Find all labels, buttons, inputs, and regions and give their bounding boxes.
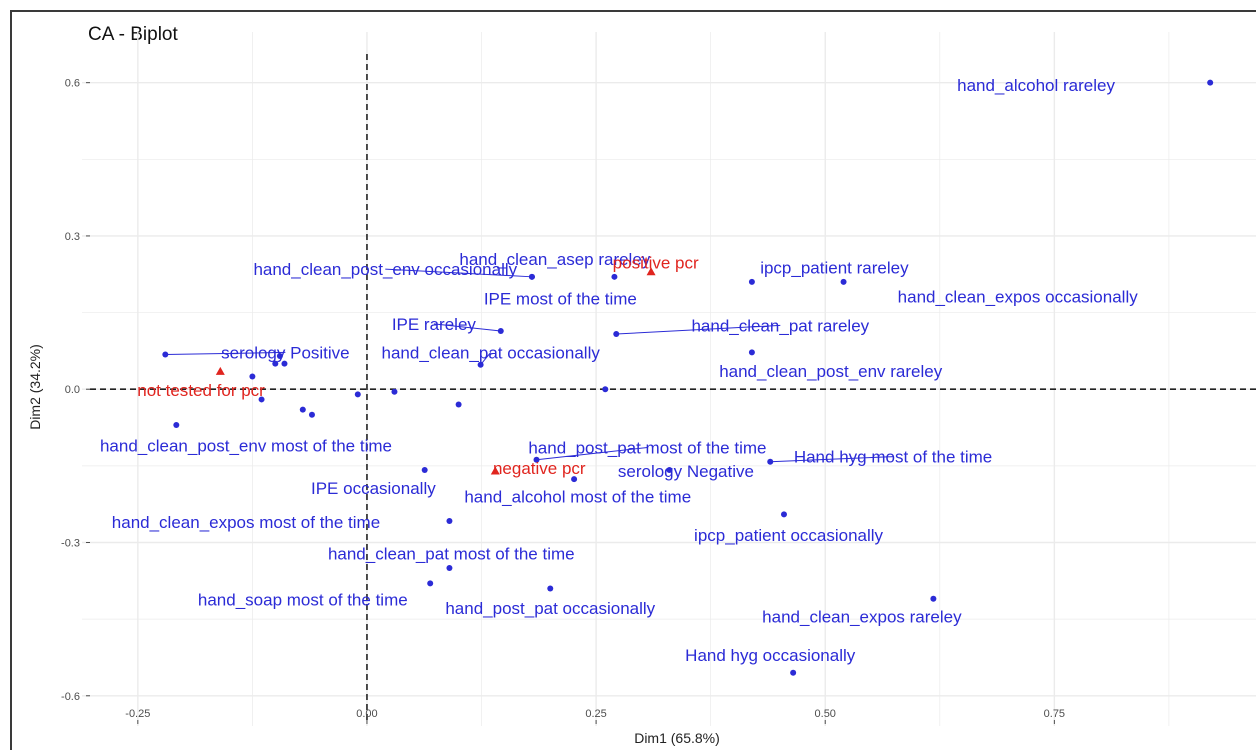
column-leader-line (616, 324, 781, 335)
x-tick-label: 0.75 (1044, 708, 1065, 720)
column-point (421, 466, 428, 473)
column-point-label: ipcp_patient occasionally (694, 526, 884, 545)
column-point (258, 396, 265, 403)
column-point-label: IPE most of the time (484, 289, 637, 308)
column-point (477, 361, 484, 368)
column-point (602, 386, 609, 393)
column-point-label: ipcp_patient rareley (760, 259, 909, 278)
column-point-label: IPE rareley (392, 315, 477, 334)
column-point-label: serology Positive (221, 343, 350, 362)
y-tick-label: 0.3 (65, 231, 80, 243)
column-point (162, 351, 169, 358)
point-labels-layer: hand_alcohol rareley hand_clean_post_env … (100, 76, 1138, 665)
column-point (840, 278, 847, 285)
column-leader-line (385, 268, 532, 278)
column-point-label: hand_clean_expos rareley (762, 608, 962, 627)
column-point (391, 388, 398, 395)
column-point-label: hand_clean_pat rareley (691, 316, 869, 335)
row-point-label: negative pcr (493, 459, 586, 478)
column-point (571, 476, 578, 483)
column-point (455, 401, 462, 408)
row-point-label: not tested for pcr (137, 381, 265, 400)
y-tick-label: 0.0 (65, 384, 80, 396)
column-point-label: Hand hyg occasionally (685, 646, 856, 665)
column-point-label: Hand hyg most of the time (794, 448, 992, 467)
column-point (299, 406, 306, 413)
x-tick-label: 0.00 (356, 708, 377, 720)
plot-border (10, 10, 1256, 750)
column-point (446, 518, 453, 525)
column-point (276, 353, 283, 360)
column-point-label: hand_alcohol most of the time (464, 488, 691, 507)
column-point (497, 327, 504, 334)
column-point (427, 580, 434, 587)
column-point (767, 458, 774, 465)
column-point (533, 456, 540, 463)
points-layer (162, 79, 1214, 676)
column-point (613, 331, 620, 338)
column-point (790, 669, 797, 676)
column-point (547, 585, 554, 592)
column-point (446, 565, 453, 572)
column-point-label: IPE occasionally (311, 479, 436, 498)
column-point (748, 349, 755, 356)
row-point (490, 466, 500, 475)
column-point (748, 278, 755, 285)
y-tick-label: 0.6 (65, 78, 80, 90)
axes-layer: -0.25 0.00 0.25 0.50 0.75 0.6 0.3 0.0 -0.3 -0.6 (61, 78, 1065, 724)
column-leader-line (536, 446, 648, 461)
column-point-label: hand_clean_expos occasionally (898, 288, 1139, 307)
column-point-label: hand_post_pat most of the time (528, 438, 766, 457)
column-point-label: hand_clean_post_env rareley (719, 362, 943, 381)
x-axis-title: Dim1 (65.8%) (634, 730, 720, 746)
x-tick-label: 0.25 (585, 708, 606, 720)
reference-lines (90, 54, 1256, 720)
column-point-label: hand_clean_pat occasionally (382, 343, 601, 362)
column-point (1207, 79, 1214, 86)
column-point-label: hand_clean_asep rareley (459, 250, 650, 269)
y-tick-label: -0.3 (61, 538, 80, 550)
row-point-label: positive pcr (613, 254, 699, 273)
column-point (611, 273, 618, 280)
column-leader-line (770, 456, 894, 463)
column-point-label: hand_alcohol rareley (957, 76, 1115, 95)
chart-title: CA - Biplot (88, 24, 178, 45)
column-point (930, 595, 937, 602)
column-point (780, 511, 787, 518)
column-point-label: hand_clean_post_env most of the time (100, 436, 392, 455)
y-tick-label: -0.6 (61, 691, 80, 703)
column-point (281, 360, 288, 367)
column-point (308, 411, 315, 418)
column-point (249, 373, 256, 380)
column-point-label: hand_clean_post_env occasionally (253, 260, 517, 279)
column-point-label: hand_clean_pat most of the time (328, 545, 575, 564)
column-point (528, 273, 535, 280)
y-axis-title: Dim2 (34.2%) (27, 344, 43, 430)
row-point (215, 366, 225, 375)
column-point-label: hand_clean_expos most of the time (112, 513, 380, 532)
column-point (173, 421, 180, 428)
column-point (272, 360, 279, 367)
x-tick-label: -0.25 (125, 708, 150, 720)
leader-lines (165, 268, 894, 463)
column-point (666, 466, 673, 473)
grid-layer (82, 32, 1256, 726)
column-point-label: serology Negative (618, 462, 754, 481)
column-point (354, 391, 361, 398)
x-tick-label: 0.50 (815, 708, 836, 720)
column-point-label: hand_soap most of the time (198, 591, 408, 610)
row-point (646, 267, 656, 276)
column-leader-line (165, 351, 286, 355)
column-point-label: hand_post_pat occasionally (445, 599, 655, 618)
column-leader-line (433, 323, 501, 332)
